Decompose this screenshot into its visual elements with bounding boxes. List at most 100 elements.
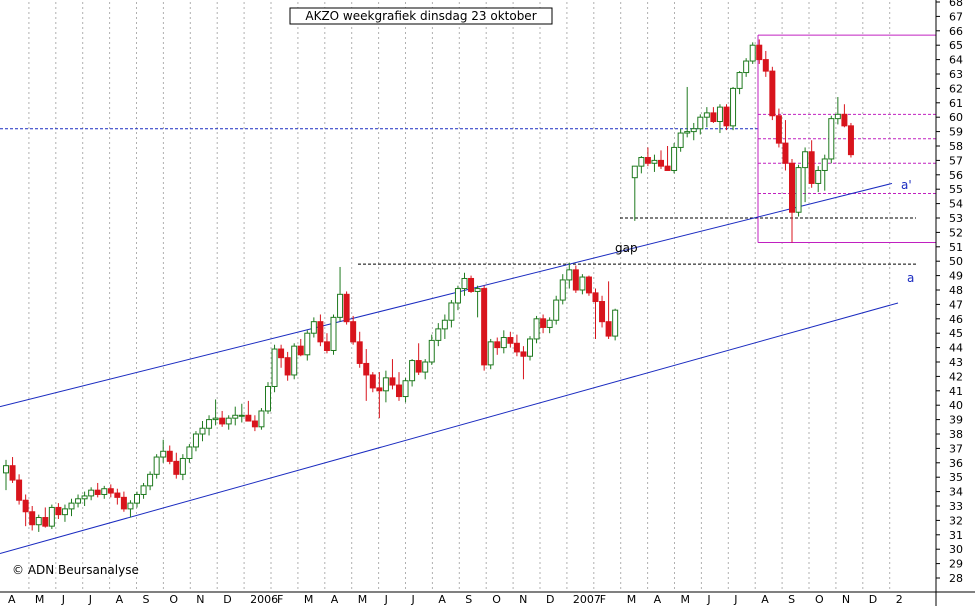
candle-body (343, 293, 350, 323)
candle-body (22, 499, 29, 513)
candle-body (284, 357, 291, 376)
x-tick-label: 2006 (250, 593, 278, 606)
candle-body (94, 489, 101, 495)
candle-body (553, 299, 560, 321)
candle-body (723, 106, 730, 127)
candle-body (579, 276, 586, 291)
x-tick-label: A (438, 593, 446, 606)
candle-body (396, 384, 402, 398)
candle-body (808, 151, 815, 184)
candle-body (225, 417, 232, 425)
channel-lower-line (0, 302, 899, 555)
chart-title: AKZO weekgrafiek dinsdag 23 oktober (305, 9, 536, 23)
candle-body (127, 502, 134, 510)
candle-body (382, 377, 389, 392)
x-tick-label: D (869, 593, 877, 606)
candle-body (173, 460, 180, 475)
y-tick-label: 57 (949, 154, 963, 167)
candle-body (802, 151, 809, 169)
x-tick-label: S (788, 593, 795, 606)
candle-body (749, 44, 756, 62)
x-tick-label: M (304, 593, 314, 606)
candle-body (487, 341, 494, 366)
candle-body (572, 269, 579, 291)
x-tick-label: A (654, 593, 662, 606)
y-tick-label: 55 (949, 183, 963, 196)
y-tick-label: 61 (949, 97, 963, 110)
x-tick-label: S (465, 593, 472, 606)
candle-body (140, 485, 147, 495)
candle-body (520, 351, 527, 357)
candlesticks (3, 39, 854, 532)
candle-body (703, 112, 710, 118)
candle-body (789, 162, 795, 213)
x-tick-label: N (519, 593, 527, 606)
y-tick-label: 64 (949, 54, 963, 67)
candle-body (599, 301, 606, 323)
y-tick-label: 38 (949, 428, 963, 441)
candle-body (350, 321, 357, 343)
y-tick-label: 62 (949, 82, 963, 95)
candle-body (743, 60, 750, 74)
candle-body (546, 319, 553, 328)
x-tick-label: 2 (896, 593, 903, 606)
candle-body (389, 377, 396, 386)
y-tick-label: 30 (949, 543, 963, 556)
x-tick-label: O (815, 593, 824, 606)
candle-body (81, 495, 88, 500)
candle-body (730, 87, 737, 127)
candle-body (199, 427, 206, 435)
candle-body (310, 321, 317, 334)
candle-body (88, 489, 95, 497)
candle-body (245, 414, 252, 422)
y-tick-label: 44 (949, 342, 963, 355)
candle-body (651, 159, 658, 164)
copyright-label: © ADN Beursanalyse (12, 563, 139, 577)
y-tick-label: 48 (949, 284, 963, 297)
x-tick-label: J (384, 593, 388, 606)
candle-body (9, 465, 16, 481)
candle-body (219, 417, 226, 425)
candle-body (592, 292, 599, 303)
x-tick-label: O (492, 593, 501, 606)
y-tick-label: 41 (949, 385, 963, 398)
candle-body (3, 465, 9, 474)
candle-body (631, 165, 638, 179)
y-tick-label: 49 (949, 270, 963, 283)
candle-body (474, 288, 481, 292)
candle-body (638, 157, 645, 167)
y-tick-label: 47 (949, 298, 963, 311)
candle-body (762, 59, 769, 72)
candle-body (120, 496, 127, 510)
x-tick-label: J (733, 593, 737, 606)
y-tick-label: 68 (949, 0, 963, 9)
candle-body (330, 316, 337, 351)
candle-body (507, 337, 514, 344)
candle-body (55, 506, 62, 516)
candle-body (409, 360, 416, 382)
candle-body (461, 277, 468, 290)
candle-body (179, 457, 186, 475)
x-tick-label: M (358, 593, 368, 606)
candle-body (585, 276, 592, 294)
y-tick-label: 33 (949, 500, 963, 513)
x-tick-label: M (627, 593, 637, 606)
candle-body (533, 318, 540, 340)
candle-body (540, 318, 547, 328)
chart-gridlines (28, 2, 891, 592)
candle-body (304, 332, 311, 356)
candle-body (192, 433, 199, 448)
candle-body (48, 506, 55, 527)
candle-body (612, 309, 619, 337)
candle-body (402, 380, 409, 398)
candle-body (710, 112, 717, 123)
y-tick-label: 35 (949, 471, 963, 484)
x-tick-label: J (61, 593, 65, 606)
candle-body (716, 106, 723, 123)
x-tick-label: F (277, 593, 283, 606)
x-tick-label: J (88, 593, 92, 606)
candle-body (238, 414, 245, 417)
candle-body (337, 293, 344, 318)
